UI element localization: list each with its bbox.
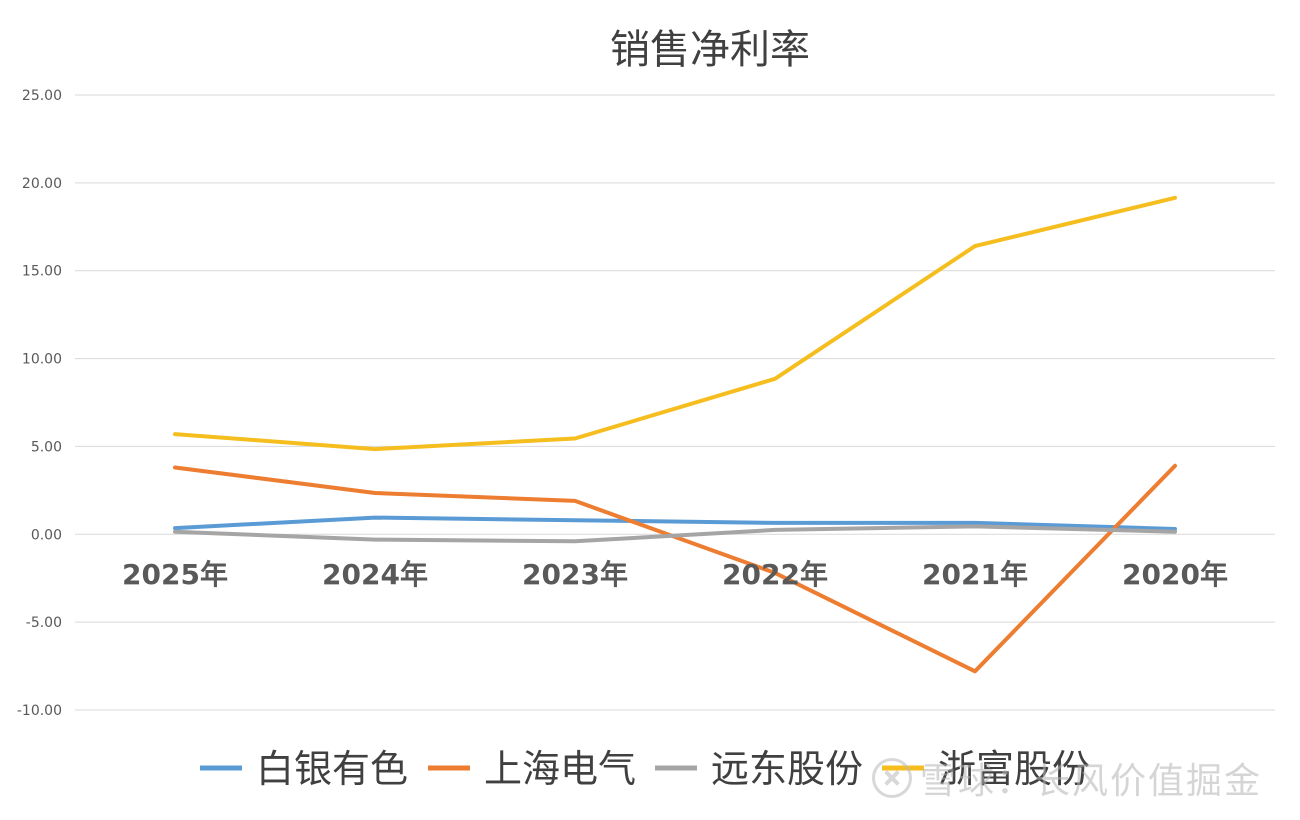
legend: 白银有色 上海电气 远东股份 浙富股份 (200, 747, 1090, 791)
y-tick-label: 5.00 (31, 439, 62, 455)
watermark: 雪球：长风价值掘金 (871, 752, 1262, 804)
x-tick-label: 2020年 (1122, 558, 1228, 591)
x-tick-label: 2023年 (522, 558, 628, 591)
y-tick-label: -5.00 (26, 615, 62, 631)
y-axis-tick-labels: 25.00 20.00 15.00 10.00 5.00 0.00 -5.00 -10.00 (17, 88, 62, 719)
x-axis-tick-labels: 2025年 2024年 2023年 2022年 2021年 2020年 (122, 558, 1228, 591)
series-line-1 (173, 515, 1177, 531)
y-tick-label: 25.00 (22, 88, 62, 104)
legend-label: 白银有色 (256, 747, 408, 791)
grid-lines (75, 94, 1275, 711)
legend-label: 远东股份 (711, 747, 863, 791)
legend-label: 上海电气 (484, 747, 636, 791)
y-tick-label: -10.00 (17, 703, 62, 719)
series-lines (173, 195, 1177, 674)
x-tick-label: 2021年 (922, 558, 1028, 591)
y-tick-label: 10.00 (22, 352, 62, 368)
snowball-logo-icon (871, 758, 912, 798)
series-line-4 (173, 195, 1177, 452)
x-tick-label: 2024年 (322, 558, 428, 591)
x-tick-label: 2022年 (722, 558, 828, 591)
watermark-text: 雪球：长风价值掘金 (919, 761, 1262, 802)
legend-label: 浙富股份 (938, 747, 1090, 791)
series-line-3 (173, 524, 1177, 544)
y-tick-label: 0.00 (31, 527, 62, 543)
chart-title: 销售净利率 (610, 27, 810, 73)
x-tick-label: 2025年 (122, 558, 228, 591)
y-tick-label: 20.00 (22, 176, 62, 192)
y-tick-label: 15.00 (22, 264, 62, 280)
